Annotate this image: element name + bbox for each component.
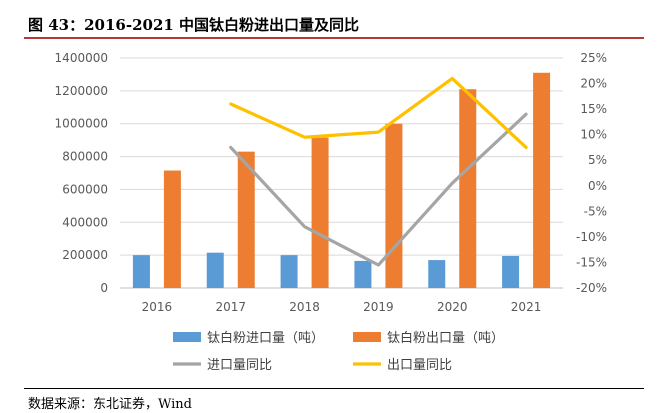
y-right-tick-label: 15% (580, 102, 607, 116)
legend-import-volume-label: 钛白粉进口量（吨） (207, 330, 324, 346)
legend-export-volume-swatch (353, 332, 381, 342)
y-left-tick-label: 0 (100, 281, 108, 295)
y-right-tick-label: 5% (588, 153, 607, 167)
x-tick-label: 2021 (511, 300, 542, 314)
legend-import-volume-swatch (173, 332, 201, 342)
y-left-tick-label: 400000 (62, 215, 108, 229)
y-left-tick-label: 200000 (62, 248, 108, 262)
import-volume-bar (132, 255, 150, 288)
x-tick-label: 2017 (215, 300, 246, 314)
y-left-tick-label: 1200000 (55, 84, 108, 98)
figure-header: 图 43：2016-2021 中国钛白粉进出口量及同比 (0, 0, 660, 44)
y-right-tick-label: 25% (580, 51, 607, 65)
import-volume-bar (502, 255, 520, 288)
y-right-tick-label: 0% (588, 179, 607, 193)
import-volume-bar (354, 260, 372, 288)
y-left-tick-label: 600000 (62, 182, 108, 196)
y-left-tick-label: 1400000 (55, 51, 108, 65)
source-note: 数据来源：东北证券，Wind (28, 397, 192, 412)
import-yoy-line (229, 112, 528, 267)
bottom-rule (24, 388, 644, 389)
x-tick-label: 2019 (363, 300, 394, 314)
x-tick-label: 2016 (142, 300, 173, 314)
export-volume-bar (533, 72, 551, 289)
export-volume-bar (237, 151, 255, 288)
legend-import-yoy-label: 进口量同比 (207, 358, 272, 373)
y-right-tick-label: -20% (576, 281, 607, 295)
title-rule (24, 37, 644, 39)
export-volume-bar (311, 137, 329, 288)
y-left-tick-label: 1000000 (55, 117, 108, 131)
y-right-tick-label: -5% (584, 204, 607, 218)
export-yoy-line (229, 76, 528, 150)
export-volume-bar (459, 89, 477, 288)
import-volume-bar (428, 260, 446, 288)
export-volume-bar (163, 170, 181, 288)
legend-export-volume-label: 钛白粉出口量（吨） (387, 330, 504, 346)
y-right-tick-label: 20% (580, 77, 607, 91)
export-volume-bar (385, 123, 403, 288)
import-volume-bar (206, 252, 224, 288)
import-volume-bar (280, 255, 298, 288)
figure-title: 图 43：2016-2021 中国钛白粉进出口量及同比 (28, 16, 360, 34)
y-right-tick-label: -10% (576, 230, 607, 244)
legend-export-yoy-label: 出口量同比 (387, 358, 452, 373)
y-right-tick-label: -15% (576, 255, 607, 269)
y-right-tick-label: 10% (580, 128, 607, 142)
x-tick-label: 2020 (437, 300, 468, 314)
x-tick-label: 2018 (289, 300, 320, 314)
y-left-tick-label: 800000 (62, 150, 108, 164)
